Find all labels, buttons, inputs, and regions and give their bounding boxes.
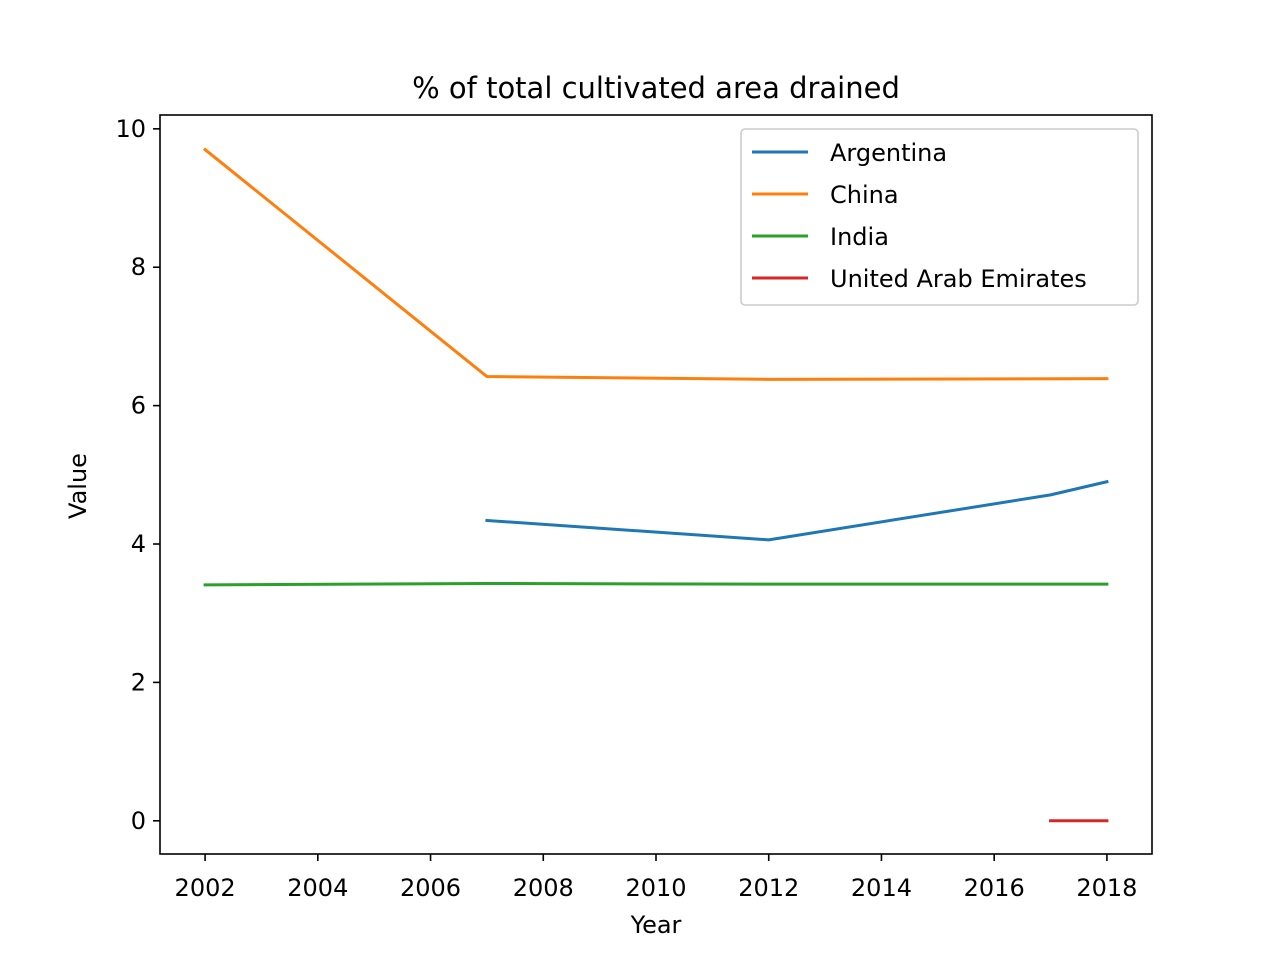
- x-tick-label: 2002: [175, 874, 236, 902]
- legend-label-united-arab-emirates: United Arab Emirates: [830, 265, 1087, 293]
- y-tick-label: 4: [131, 530, 146, 558]
- x-tick-label: 2018: [1076, 874, 1137, 902]
- legend-label-argentina: Argentina: [830, 139, 947, 167]
- series-line-india: [203, 581, 1109, 587]
- y-tick-label: 0: [131, 807, 146, 835]
- series-line-china: [202, 147, 1109, 381]
- x-tick-label: 2014: [851, 874, 912, 902]
- legend-box: [740, 128, 1139, 306]
- series-line-argentina: [485, 479, 1109, 542]
- x-tick-label: 2012: [738, 874, 799, 902]
- series-layer: [202, 147, 1109, 823]
- x-tick-label: 2006: [400, 874, 461, 902]
- legend: Argentina China India United Arab Emirates: [740, 128, 1139, 306]
- x-tick-label: 2016: [964, 874, 1025, 902]
- axes-layer: 2002 2004 2006 2008 2010 2012 2014 2016 2018 0 2 4 6…: [115, 114, 1153, 902]
- y-axis-label: Value: [64, 453, 92, 519]
- y-tick-label: 8: [131, 253, 146, 281]
- x-axis-label: Year: [630, 911, 682, 939]
- chart-title: % of total cultivated area drained: [412, 71, 900, 105]
- legend-label-india: India: [830, 223, 889, 251]
- x-tick-label: 2004: [287, 874, 348, 902]
- x-tick-label: 2008: [513, 874, 574, 902]
- legend-label-china: China: [830, 181, 899, 209]
- x-tick-label: 2010: [625, 874, 686, 902]
- y-tick-label: 10: [115, 115, 146, 143]
- y-tick-label: 2: [131, 668, 146, 696]
- y-tick-label: 6: [131, 392, 146, 420]
